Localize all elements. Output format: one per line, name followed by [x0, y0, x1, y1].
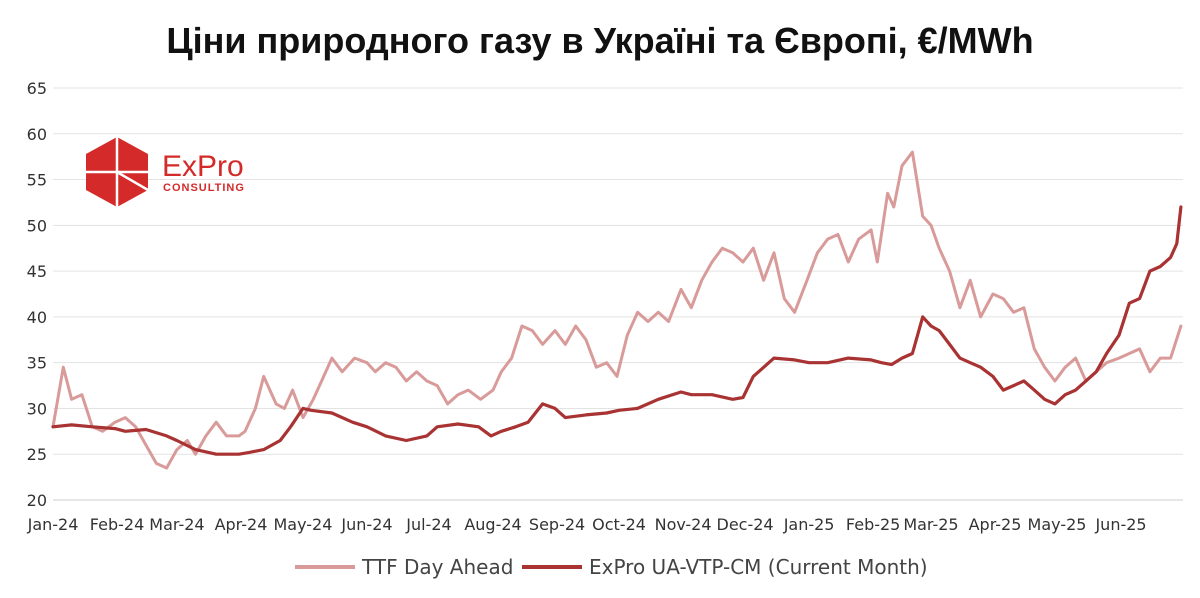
x-tick-label: Feb-25: [846, 515, 900, 534]
series-line-expro: [51, 205, 1183, 456]
logo: ExPro CONSULTING: [86, 137, 245, 207]
y-tick-label: 60: [27, 125, 47, 144]
y-axis: 20 25 30 35 40 45 50 55 60 65: [27, 79, 47, 510]
y-tick-label: 65: [27, 79, 47, 98]
x-tick-label: Jun-25: [1094, 515, 1146, 534]
y-tick-label: 55: [27, 171, 47, 190]
logo-subtitle: CONSULTING: [163, 182, 245, 194]
x-tick-label: May-24: [273, 515, 332, 534]
y-tick-label: 25: [27, 445, 47, 464]
x-tick-label: Apr-24: [215, 515, 268, 534]
y-tick-label: 45: [27, 262, 47, 281]
y-tick-label: 30: [27, 399, 47, 418]
x-tick-label: Feb-24: [90, 515, 144, 534]
logo-mark: [86, 137, 149, 207]
logo-wordmark: ExPro: [162, 150, 244, 183]
y-tick-label: 20: [27, 491, 47, 510]
x-axis: Jan-24 Feb-24 Mar-24 Apr-24 May-24 Jun-24 Jul-…: [27, 515, 1147, 534]
x-tick-label: Oct-24: [592, 515, 646, 534]
legend-label-expro: ExPro UA-VTP-CM (Current Month): [589, 555, 928, 579]
series-lines: [51, 150, 1183, 470]
x-tick-label: Nov-24: [655, 515, 712, 534]
x-tick-label: Mar-24: [149, 515, 204, 534]
x-tick-label: Jan-25: [783, 515, 835, 534]
x-tick-label: Apr-25: [969, 515, 1022, 534]
y-tick-label: 35: [27, 354, 47, 373]
x-tick-label: May-25: [1028, 515, 1087, 534]
series-line-ttf: [51, 150, 1183, 470]
x-tick-label: Jul-24: [405, 515, 451, 534]
x-tick-label: Mar-25: [903, 515, 958, 534]
x-tick-label: Aug-24: [464, 515, 521, 534]
chart-title: Ціни природного газу в Україні та Європі…: [166, 20, 1033, 61]
x-tick-label: Jan-24: [27, 515, 79, 534]
x-tick-label: Jun-24: [340, 515, 392, 534]
y-tick-label: 50: [27, 216, 47, 235]
legend-label-ttf: TTF Day Ahead: [361, 555, 513, 579]
legend: TTF Day Ahead ExPro UA-VTP-CM (Current M…: [295, 555, 928, 579]
x-tick-label: Dec-24: [717, 515, 774, 534]
x-tick-label: Sep-24: [529, 515, 585, 534]
y-tick-label: 40: [27, 308, 47, 327]
